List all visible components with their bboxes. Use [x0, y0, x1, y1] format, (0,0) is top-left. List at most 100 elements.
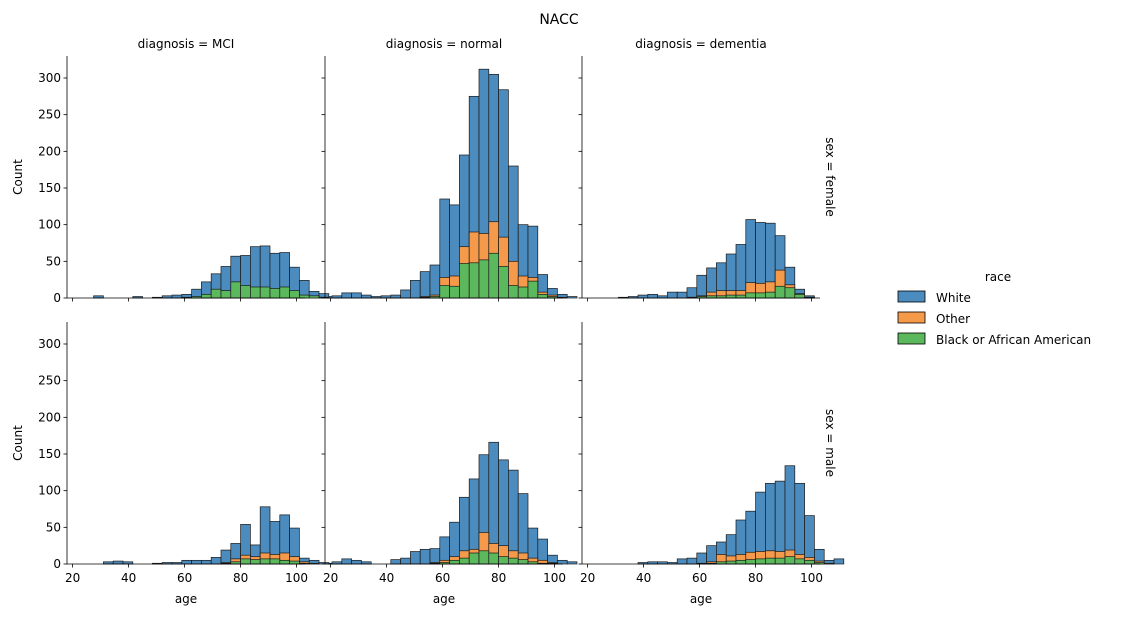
- bar-black-or-african-american: [210, 288, 222, 299]
- bar-white: [410, 280, 421, 299]
- bar-white: [390, 559, 401, 565]
- x-tick-label: 40: [636, 571, 651, 585]
- x-axis-label: age: [690, 592, 712, 606]
- y-tick-label: 250: [38, 108, 61, 122]
- bar-other: [308, 562, 320, 565]
- bar-white: [566, 296, 578, 299]
- bar-black-or-african-american: [725, 560, 737, 565]
- bar-black-or-african-american: [784, 556, 796, 565]
- bar-white: [429, 264, 441, 299]
- bar-black-or-african-american: [240, 285, 251, 299]
- bar-white: [419, 548, 431, 565]
- x-tick-label: 80: [491, 571, 506, 585]
- bar-black-or-african-american: [774, 557, 786, 565]
- x-tick-label: 60: [692, 571, 707, 585]
- panel-1-2: 20 40 60 80 100 age sex = male: [578, 322, 845, 606]
- column-title: diagnosis = MCI: [138, 37, 235, 51]
- bar-white: [557, 559, 568, 565]
- bar-black-or-african-american: [299, 294, 310, 299]
- x-tick-label: 80: [233, 571, 248, 585]
- bar-black-or-african-american: [517, 286, 529, 299]
- y-tick-label: 100: [38, 218, 61, 232]
- column-title: diagnosis = dementia: [635, 37, 766, 51]
- y-tick-label: 300: [38, 337, 61, 351]
- panel-0-2: diagnosis = dementia sex = female: [578, 37, 837, 302]
- bar-white: [439, 536, 450, 565]
- row-title: sex = male: [823, 409, 837, 477]
- legend-title: race: [985, 270, 1011, 284]
- bar-other: [823, 562, 835, 565]
- bar-black-or-african-american: [230, 281, 241, 299]
- x-tick-label: 80: [748, 571, 763, 585]
- bar-white: [647, 293, 658, 299]
- bar-black-or-african-american: [459, 557, 470, 565]
- bar-black-or-african-american: [755, 558, 766, 565]
- x-tick-label: 100: [800, 571, 823, 585]
- bar-white: [341, 292, 352, 299]
- bar-white: [341, 558, 352, 565]
- legend-swatch-black: [897, 332, 926, 345]
- bar-white: [804, 515, 815, 565]
- y-tick-label: 200: [38, 144, 61, 158]
- y-tick-label: 0: [53, 291, 61, 305]
- bar-black-or-african-american: [488, 252, 499, 299]
- legend-label-white: White: [936, 291, 971, 305]
- bar-white: [735, 244, 747, 299]
- bar-black-or-african-american: [517, 559, 529, 565]
- bar-black-or-african-american: [468, 552, 480, 565]
- panel-1-0: 0 50 100 150 200 250 300 20 40 60 80 100 age Count: [11, 322, 339, 606]
- bar-black-or-african-american: [794, 293, 805, 299]
- bar-white: [676, 558, 688, 565]
- bar-white: [784, 465, 796, 565]
- bar-black-or-african-american: [735, 294, 747, 299]
- bar-black-or-african-american: [279, 559, 290, 565]
- bar-white: [686, 287, 698, 299]
- y-axis-label: Count: [11, 159, 25, 195]
- legend-label-black: Black or African American: [936, 333, 1091, 347]
- row-title: sex = female: [823, 137, 837, 217]
- y-tick-label: 50: [46, 520, 61, 534]
- bar-white: [201, 559, 212, 565]
- bar-black-or-african-american: [308, 295, 320, 299]
- x-axis-label: age: [175, 592, 197, 606]
- bar-black-or-african-american: [478, 259, 490, 299]
- bar-white: [696, 552, 707, 565]
- bar-black-or-african-american: [468, 262, 480, 299]
- bar-white: [351, 292, 362, 299]
- bar-black-or-african-american: [527, 280, 539, 299]
- y-tick-label: 300: [38, 71, 61, 85]
- legend: race White Other Black or African Americ…: [897, 270, 1091, 347]
- bar-white: [833, 558, 845, 565]
- figure-title: NACC: [539, 12, 579, 28]
- bar-black-or-african-american: [508, 285, 519, 299]
- bar-black-or-african-american: [269, 288, 281, 299]
- bar-black-or-african-american: [745, 559, 756, 565]
- bar-white: [400, 557, 411, 565]
- y-axis-label: Count: [11, 425, 25, 461]
- bar-black-or-african-american: [498, 556, 509, 565]
- x-tick-label: 40: [121, 571, 136, 585]
- panel-1-1: 20 40 60 80 100 age: [321, 322, 578, 606]
- bar-black-or-african-american: [269, 558, 281, 565]
- bar-black-or-african-american: [250, 559, 261, 565]
- bar-black-or-african-american: [250, 286, 261, 299]
- bar-white: [112, 560, 124, 565]
- bar-white: [686, 557, 698, 565]
- y-tick-label: 250: [38, 374, 61, 388]
- bar-black-or-african-american: [289, 290, 300, 299]
- bar-black-or-african-american: [259, 286, 271, 299]
- bar-white: [351, 559, 362, 565]
- bar-white: [220, 549, 232, 565]
- x-tick-label: 60: [177, 571, 192, 585]
- bar-white: [508, 469, 519, 565]
- legend-label-other: Other: [936, 312, 970, 326]
- bar-black-or-african-american: [498, 266, 509, 299]
- x-tick-label: 60: [435, 571, 450, 585]
- bar-white: [410, 551, 421, 565]
- y-tick-label: 100: [38, 484, 61, 498]
- bar-black-or-african-american: [449, 559, 460, 565]
- bar-black-or-african-american: [220, 290, 232, 299]
- bar-black-or-african-american: [259, 558, 271, 565]
